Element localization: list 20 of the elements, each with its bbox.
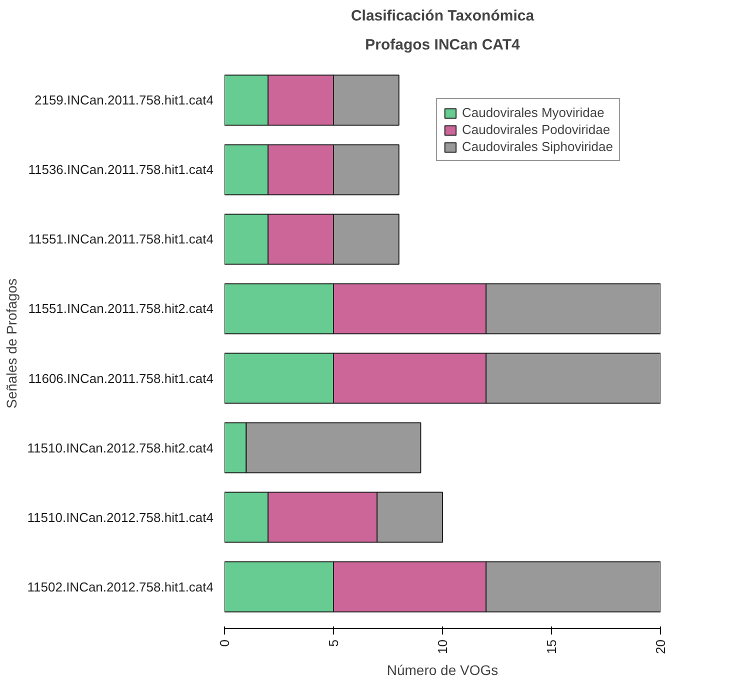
- chart-title: Clasificación Taxonómica: [350, 8, 535, 24]
- y-tick-label: 11510.INCan.2012.758.hit1.cat4: [27, 510, 214, 525]
- y-axis-title: Señales de Profagos: [3, 278, 20, 408]
- x-tick-label: 5: [326, 639, 341, 647]
- chart-subtitle: Profagos INCan CAT4: [365, 36, 521, 54]
- y-tick-label: 11551.INCan.2011.758.hit1.cat4: [28, 232, 214, 247]
- x-tick-label: 15: [544, 639, 559, 654]
- x-tick-label: 10: [435, 639, 450, 654]
- y-tick-label: 11536.INCan.2011.758.hit1.cat4: [28, 162, 214, 178]
- y-tick-label: 11606.INCan.2011.758.hit1.cat4: [28, 370, 214, 386]
- x-axis-title: Número de VOGs: [386, 662, 498, 678]
- x-tick-label: 20: [653, 639, 668, 654]
- y-tick-label: 2159.INCan.2011.758.hit1.cat4: [34, 92, 214, 108]
- y-tick-label: 11502.INCan.2012.758.hit1.cat4: [27, 579, 214, 594]
- legend-label: Caudovirales Podoviridae: [462, 122, 610, 137]
- legend-label: Caudovirales Myoviridae: [462, 105, 604, 120]
- y-tick-label: 11510.INCan.2012.758.hit2.cat4: [27, 440, 214, 456]
- y-tick-label: 11551.INCan.2011.758.hit2.cat4: [28, 301, 214, 316]
- x-tick-label: 0: [217, 639, 232, 647]
- legend-label: Caudovirales Siphoviridae: [462, 139, 613, 154]
